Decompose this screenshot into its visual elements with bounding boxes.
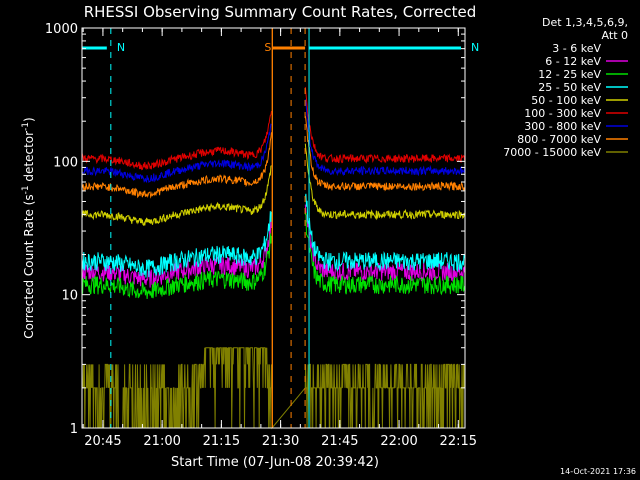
y-tick-label: 100	[53, 155, 78, 170]
series-line	[81, 99, 466, 184]
x-tick-label: 21:00	[143, 434, 180, 449]
y-axis-label-sup1: -1	[21, 185, 31, 194]
legend-label: 6 - 12 keV	[545, 55, 601, 68]
legend-label: 300 - 800 keV	[524, 120, 601, 133]
y-axis-label-sup2: -1	[21, 122, 31, 131]
series-line	[81, 143, 466, 226]
legend-label: 800 - 7000 keV	[517, 133, 601, 146]
x-tick-label: 22:15	[440, 434, 477, 449]
series-line	[81, 234, 466, 326]
plot-frame	[81, 27, 466, 429]
chart-title: RHESSI Observing Summary Count Rates, Co…	[84, 3, 477, 21]
series-line	[81, 86, 466, 171]
y-tick-label: 1	[70, 422, 78, 437]
annotation-label: N	[471, 41, 479, 54]
x-tick-label: 21:15	[203, 434, 240, 449]
x-tick-label: 21:30	[262, 434, 299, 449]
legend-label: 12 - 25 keV	[538, 68, 601, 81]
series-line	[81, 212, 466, 300]
x-tick-label: 20:45	[84, 434, 121, 449]
y-axis-label-part3: )	[22, 117, 36, 122]
legend-label: 3 - 6 keV	[552, 42, 601, 55]
x-axis: 20:45 21:00 21:15 21:30 21:45 22:00 22:15	[82, 28, 477, 449]
x-tick-label: 21:45	[321, 434, 358, 449]
legend-label: 25 - 50 keV	[538, 81, 601, 94]
annotation-label: S	[264, 41, 271, 54]
y-tick-label: 1000	[45, 22, 78, 37]
series-line	[81, 193, 466, 278]
y-axis-label: Corrected Count Rate (s-1 detector-1)	[21, 117, 36, 338]
y-tick-label: 10	[61, 289, 78, 304]
y-axis-label-part2: detector	[22, 131, 36, 186]
annotation-label: N	[117, 41, 125, 54]
y-axis-label-part1: Corrected Count Rate (s	[22, 194, 36, 338]
legend-label: 100 - 300 keV	[524, 107, 601, 120]
y-axis: 1 10 100 1000	[45, 22, 465, 437]
legend-label: 7000 - 15000 keV	[503, 146, 601, 159]
footer-timestamp: 14-Oct-2021 17:36	[560, 467, 636, 476]
series-line	[82, 347, 466, 430]
legend-header-line1: Det 1,3,4,5,6,9,	[542, 16, 628, 29]
x-axis-label: Start Time (07-Jun-08 20:39:42)	[171, 455, 379, 470]
legend-header-line2: Att 0	[602, 29, 628, 42]
x-tick-label: 22:00	[380, 434, 417, 449]
legend-label: 50 - 100 keV	[531, 94, 601, 107]
series-line	[81, 115, 466, 199]
